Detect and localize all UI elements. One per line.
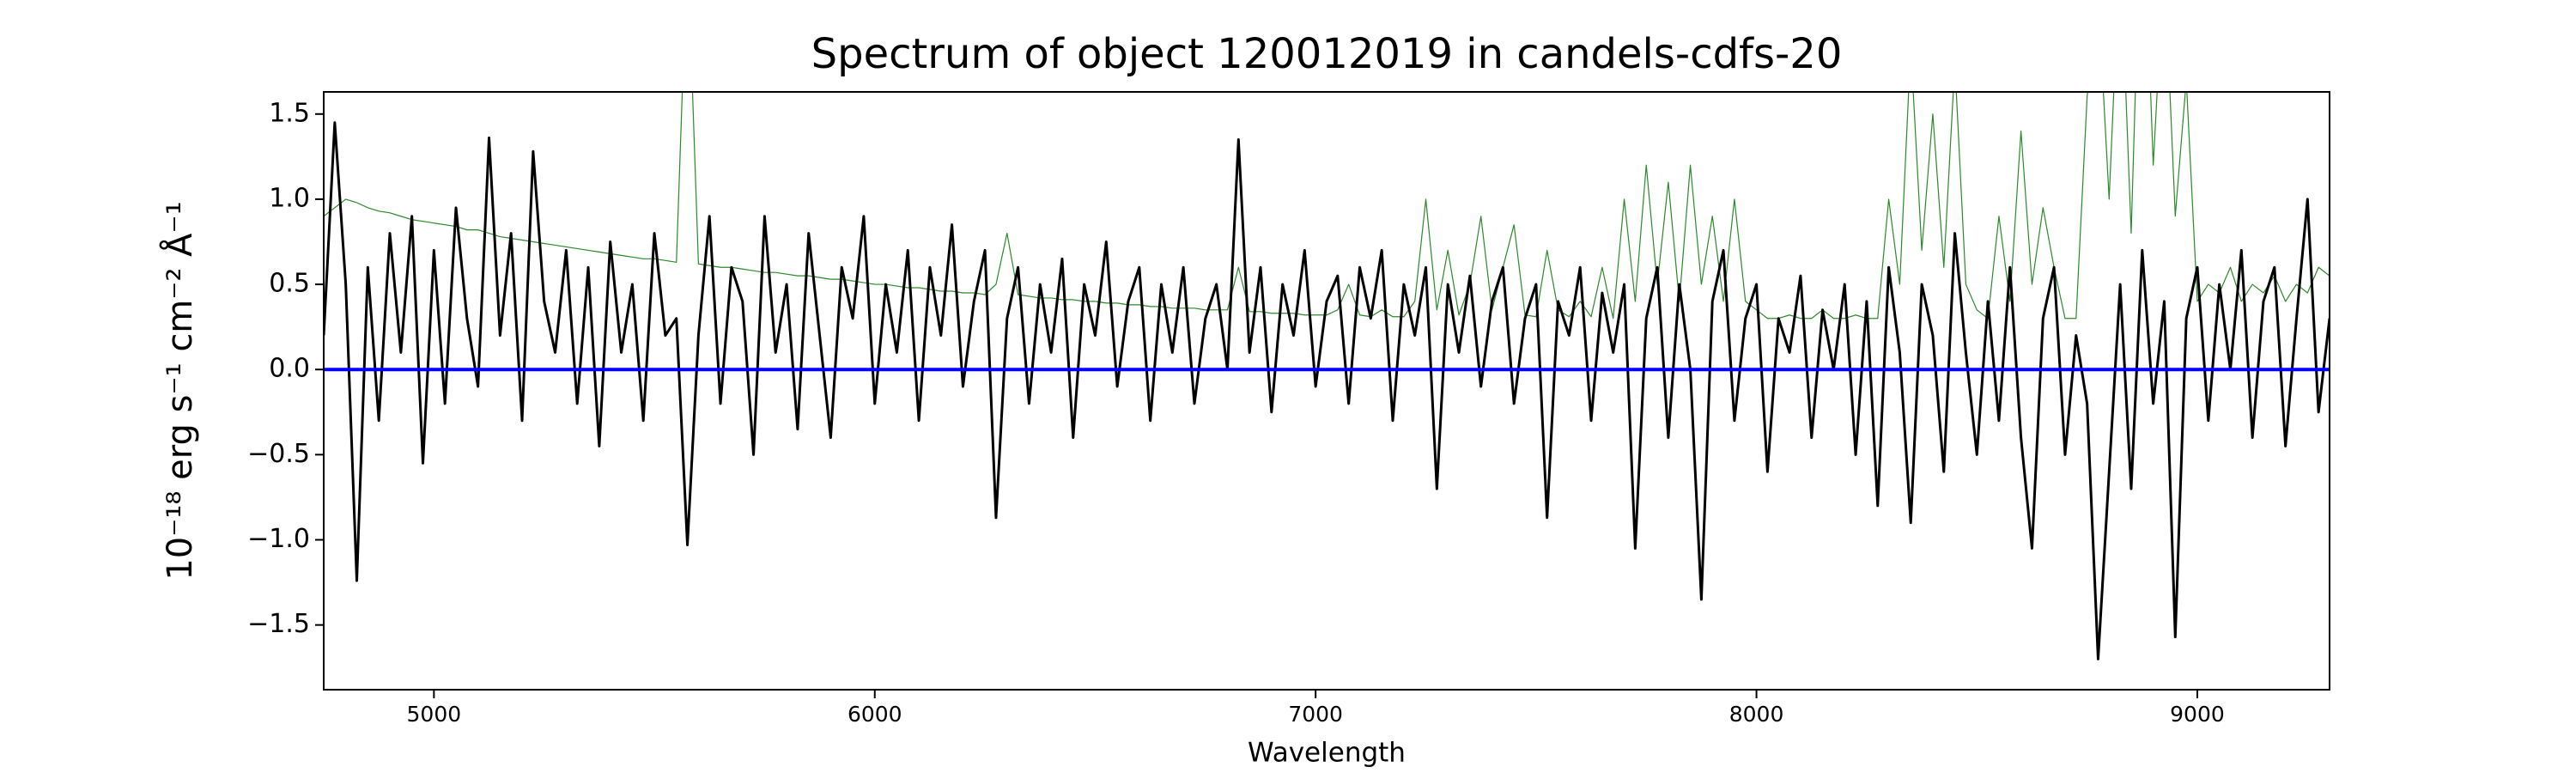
plot-area <box>324 92 2330 660</box>
spectrum-line <box>324 121 2330 660</box>
y-tick-label: 1.5 <box>269 98 310 128</box>
x-tick-label: 9000 <box>2170 702 2225 727</box>
y-tick-label: 0.5 <box>269 269 310 299</box>
chart-title: Spectrum of object 120012019 in candels-… <box>811 30 1843 78</box>
y-tick-label: −1.5 <box>247 609 310 639</box>
y-tick-label: 1.0 <box>269 183 310 213</box>
x-tick-label: 6000 <box>848 702 902 727</box>
y-tick-label: −1.0 <box>247 524 310 554</box>
x-axis-label: Wavelength <box>1248 738 1406 769</box>
x-tick-label: 5000 <box>407 702 462 727</box>
y-axis-label: 10⁻¹⁸ erg s⁻¹ cm⁻² Å⁻¹ <box>159 201 200 580</box>
x-tick-label: 8000 <box>1729 702 1784 727</box>
axes-frame <box>323 91 2330 691</box>
x-tick-label: 7000 <box>1288 702 1343 727</box>
y-tick-label: 0.0 <box>269 354 310 384</box>
y-tick-label: −0.5 <box>247 439 310 469</box>
